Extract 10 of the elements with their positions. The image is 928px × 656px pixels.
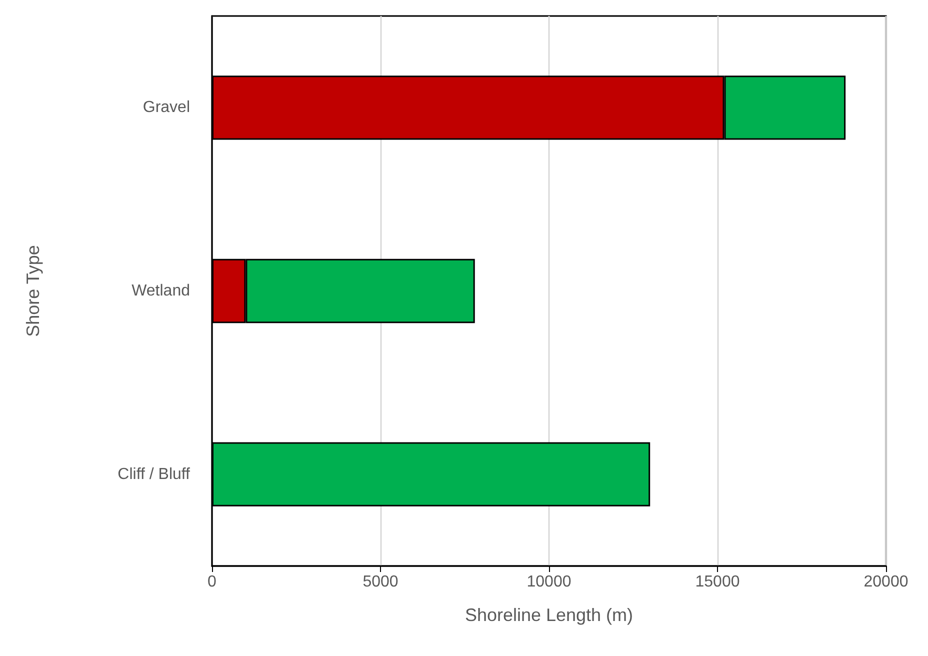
x-tick-label: 20000 [864, 574, 908, 590]
x-tick-label: 5000 [362, 574, 398, 590]
y-axis-title: Shore Type [23, 245, 43, 337]
y-tick-label: Wetland [132, 282, 190, 300]
y-tick-label: Gravel [142, 99, 190, 116]
x-tick-label: 0 [208, 574, 217, 590]
x-tick-label: 15000 [695, 574, 740, 590]
x-tick-label: 10000 [526, 574, 572, 590]
x-axis-title: Shoreline Length (m) [464, 605, 634, 625]
y-tick-label: Cliff / Bluff [118, 466, 191, 483]
